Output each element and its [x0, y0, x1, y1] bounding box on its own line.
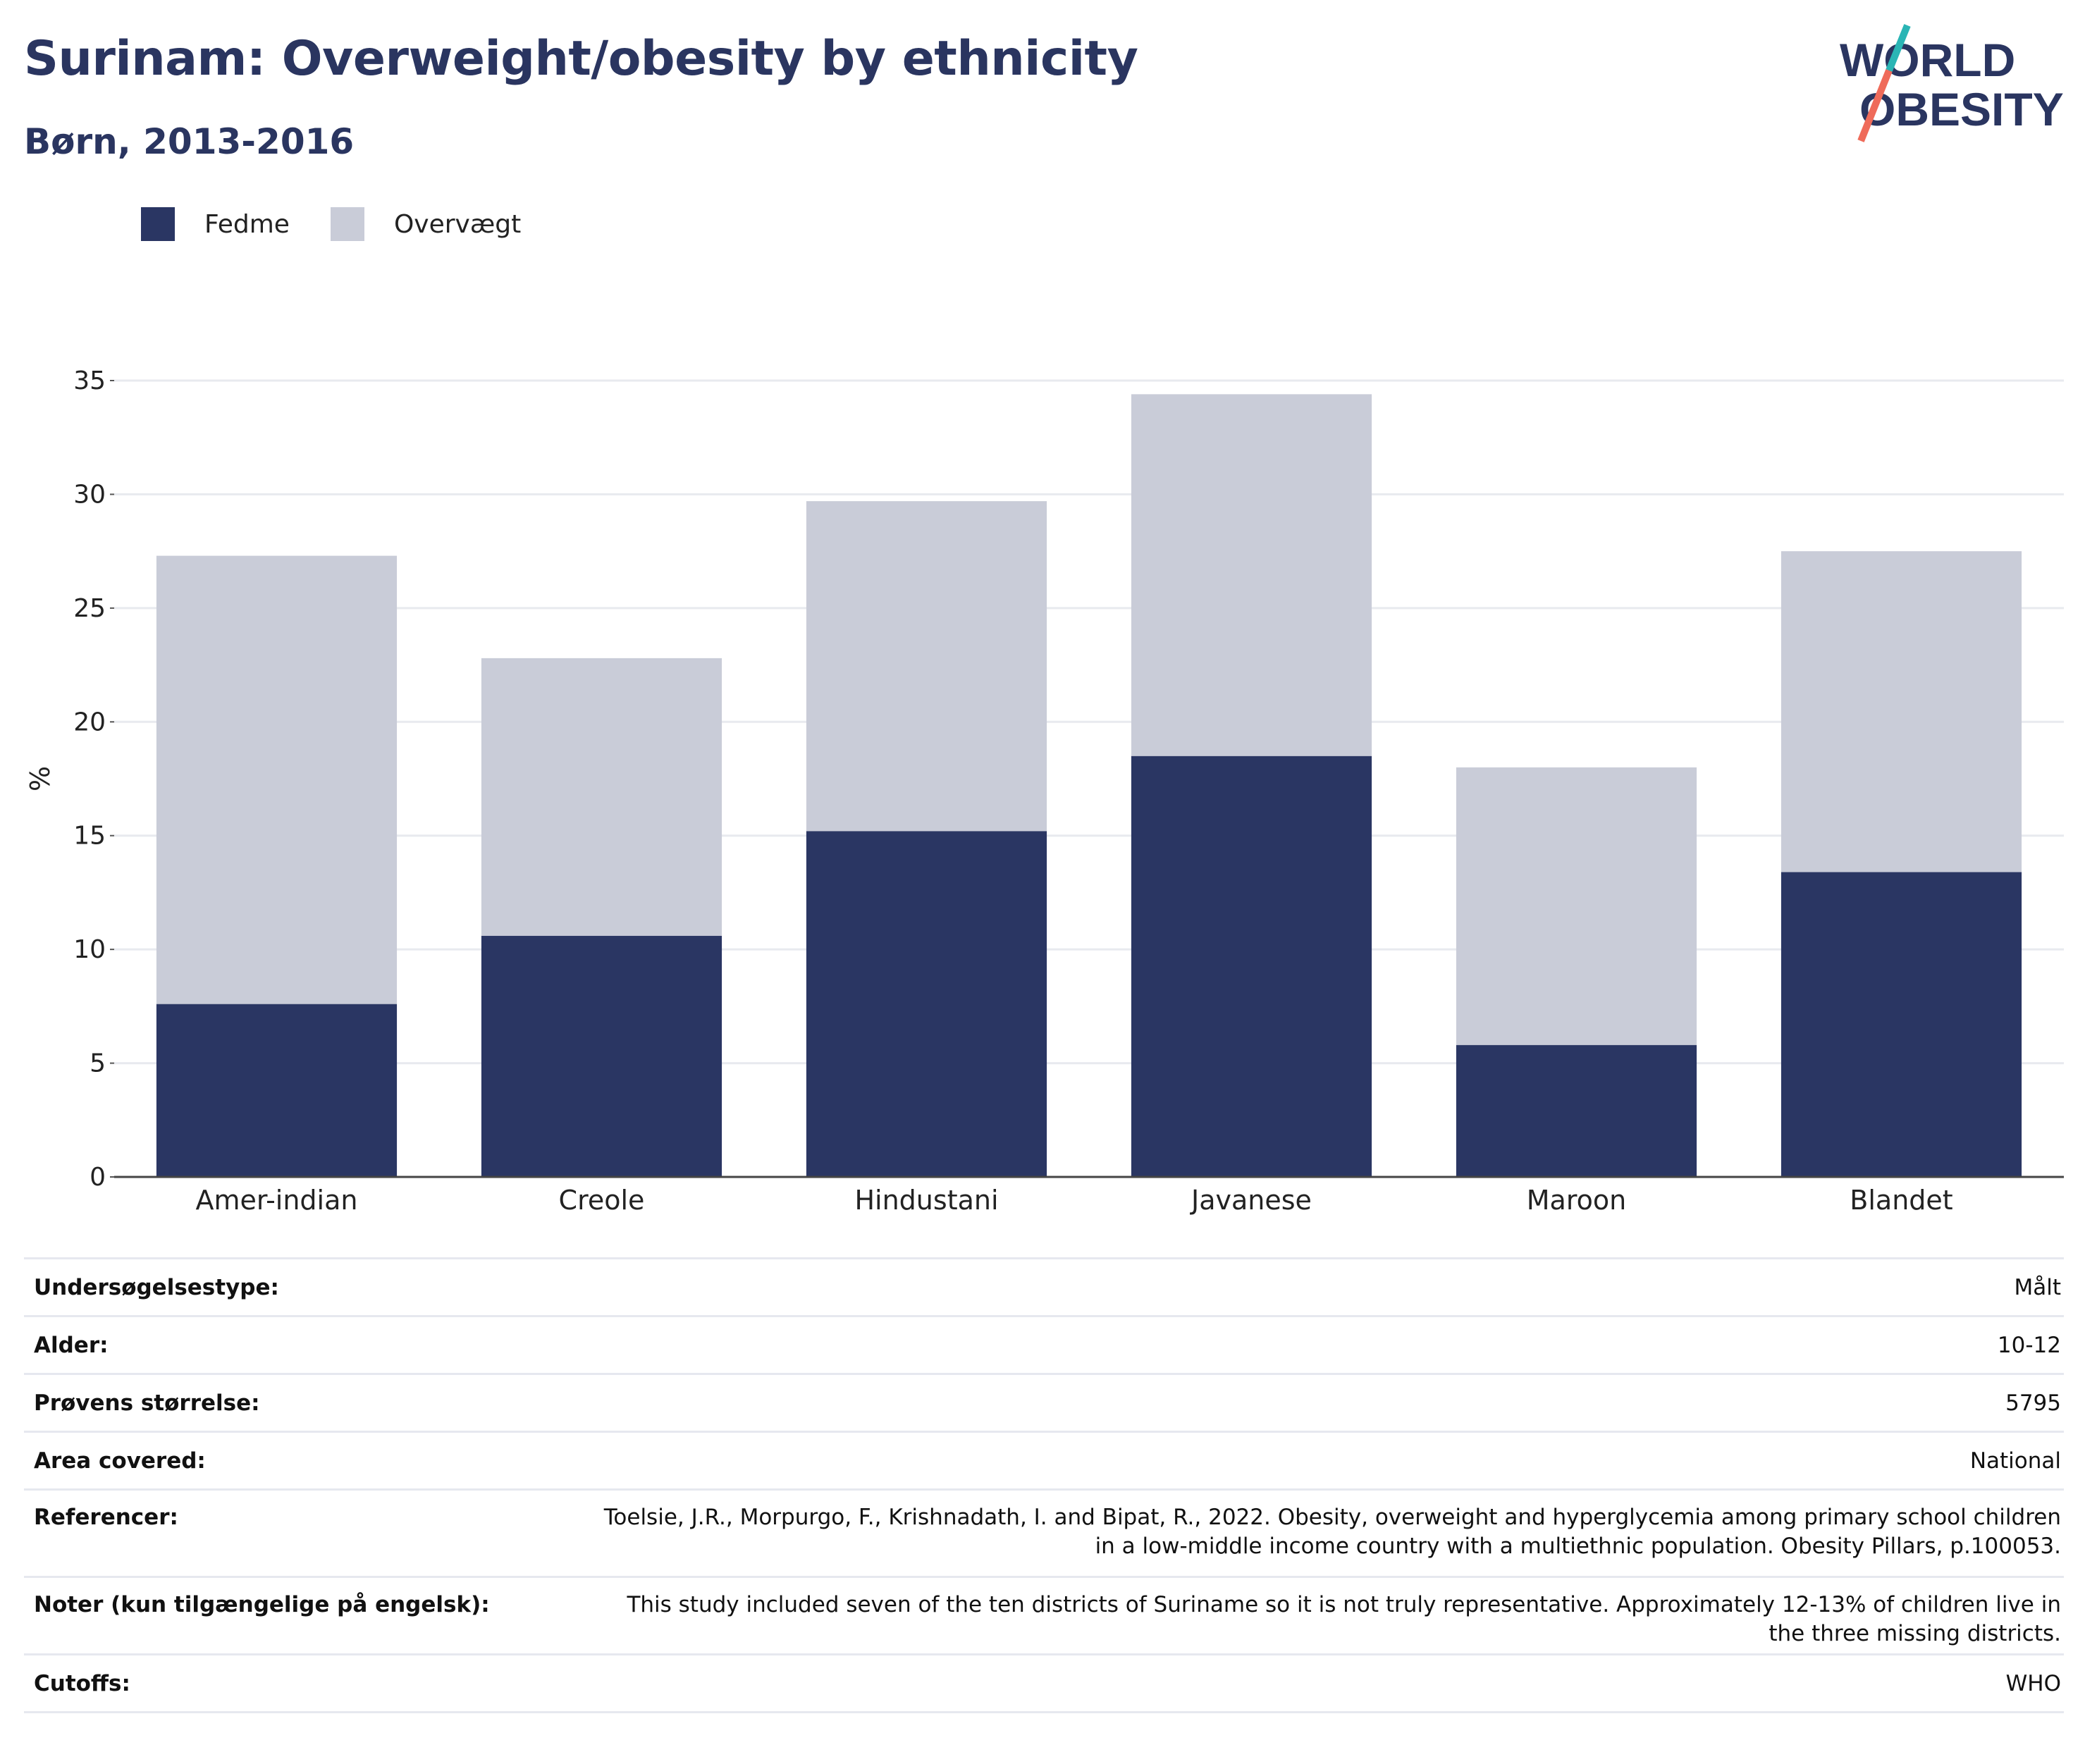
logo-coral-slash — [1857, 69, 1893, 142]
info-label: Referencer: — [24, 1488, 570, 1577]
logo-teal-slash — [1886, 24, 1911, 72]
stacked-bar-chart: 0 5 10 15 20 25 30 35% Amer-indian Creole Hindusta… — [25, 366, 2064, 1216]
legend-item-overvaegt[interactable]: Overvægt — [330, 207, 522, 241]
info-value: Toelsie, J.R., Morpurgo, F., Krishnadath… — [570, 1488, 2064, 1577]
study-info-table: Undersøgelsestype: Målt Alder: 10-12 Prø… — [24, 1257, 2064, 1713]
y-tick-label: 0 — [90, 1163, 106, 1192]
info-row-age: Alder: 10-12 — [24, 1315, 2064, 1374]
world-obesity-logo[interactable]: WORLD OBESITY — [1833, 21, 2072, 148]
bar-fedme-blandet — [1780, 872, 2022, 1177]
y-tick-label: 5 — [90, 1049, 106, 1078]
x-tick-label: Hindustani — [854, 1185, 998, 1216]
legend-label-fedme: Fedme — [204, 209, 290, 239]
legend-swatch-fedme — [141, 207, 175, 241]
x-tick-label: Javanese — [1190, 1185, 1312, 1216]
bar-overvgt-blandet — [1780, 551, 2022, 872]
y-tick-label: 15 — [73, 822, 106, 851]
bar-fedme-javanese — [1131, 755, 1372, 1177]
logo-line2: OBESITY — [1859, 83, 2064, 135]
info-row-cutoffs: Cutoffs: WHO — [24, 1653, 2064, 1713]
info-row-area-covered: Area covered: National — [24, 1431, 2064, 1490]
bar-fedme-maroon — [1456, 1044, 1697, 1177]
bar-overvgt-creole — [481, 658, 722, 936]
bar-overvgt-javanese — [1131, 394, 1372, 756]
legend-swatch-overvaegt — [330, 207, 364, 241]
y-tick-label: 20 — [73, 708, 106, 736]
info-value: 10-12 — [570, 1315, 2064, 1374]
chart-subtitle: Børn, 2013-2016 — [24, 121, 355, 162]
x-tick-label: Maroon — [1527, 1185, 1626, 1216]
info-row-survey-type: Undersøgelsestype: Målt — [24, 1257, 2064, 1316]
logo-line1: WORLD — [1840, 34, 2015, 86]
y-tick-label: 25 — [73, 594, 106, 623]
info-row-references: Referencer: Toelsie, J.R., Morpurgo, F.,… — [24, 1488, 2064, 1577]
bar-fedme-creole — [481, 935, 722, 1177]
info-label: Cutoffs: — [24, 1653, 570, 1713]
info-row-notes: Noter (kun tilgængelige på engelsk): Thi… — [24, 1576, 2064, 1655]
y-tick-label: 30 — [73, 480, 106, 509]
info-value: WHO — [570, 1653, 2064, 1713]
legend-label-overvaegt: Overvægt — [393, 209, 522, 239]
y-axis-label: % — [25, 766, 56, 791]
y-tick-label: 35 — [73, 366, 106, 395]
info-value: This study included seven of the ten dis… — [570, 1576, 2064, 1655]
bar-fedme-amer-indian — [156, 1004, 398, 1177]
info-label: Alder: — [24, 1315, 570, 1374]
x-tick-label: Blandet — [1850, 1185, 1952, 1216]
info-label: Noter (kun tilgængelige på engelsk): — [24, 1576, 570, 1655]
info-label: Undersøgelsestype: — [24, 1257, 570, 1316]
info-row-sample-size: Prøvens størrelse: 5795 — [24, 1373, 2064, 1432]
bar-overvgt-hindustani — [806, 501, 1047, 832]
chart-title: Surinam: Overweight/obesity by ethnicity — [24, 31, 1138, 87]
bar-fedme-hindustani — [806, 831, 1047, 1177]
bar-overvgt-amer-indian — [156, 555, 398, 1004]
info-value: 5795 — [570, 1373, 2064, 1432]
y-tick-label: 10 — [73, 935, 106, 964]
legend-item-fedme[interactable]: Fedme — [141, 207, 290, 241]
x-tick-label: Creole — [559, 1185, 645, 1216]
chart-legend: Fedme Overvægt — [141, 207, 562, 241]
info-value: National — [570, 1431, 2064, 1490]
info-label: Area covered: — [24, 1431, 570, 1490]
x-tick-label: Amer-indian — [196, 1185, 358, 1216]
info-value: Målt — [570, 1257, 2064, 1316]
bar-overvgt-maroon — [1456, 767, 1697, 1045]
info-label: Prøvens størrelse: — [24, 1373, 570, 1432]
